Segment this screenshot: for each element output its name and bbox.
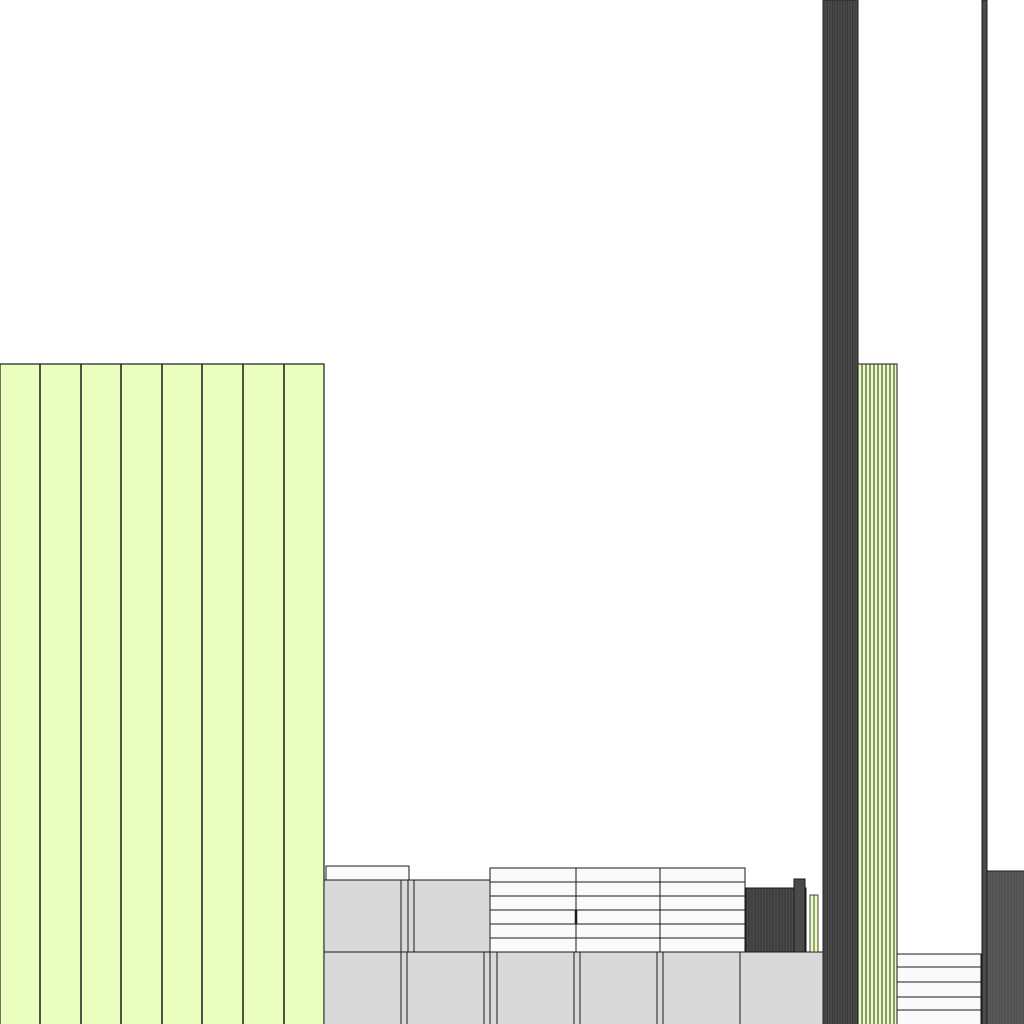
dark-low-tower	[793, 878, 806, 953]
right-low-white-block	[896, 953, 982, 1024]
low-dark-block	[745, 878, 819, 953]
right-facade-outline	[857, 363, 898, 1024]
thin-column-body	[981, 0, 988, 1024]
far-right-dark-block	[986, 870, 1024, 1024]
gray-roof-parapet	[325, 865, 410, 881]
low-white-banded-block	[489, 867, 746, 953]
far-dark-body	[986, 870, 1024, 1024]
far-right-thin-column	[981, 0, 988, 1024]
right-striped-facade	[857, 363, 898, 1024]
gray-upper-left	[323, 879, 491, 953]
left-striped-facade	[0, 363, 325, 1024]
tall-dark-column	[822, 0, 859, 1024]
low-gray-building	[323, 865, 825, 1024]
right-low-outline	[896, 953, 982, 1024]
